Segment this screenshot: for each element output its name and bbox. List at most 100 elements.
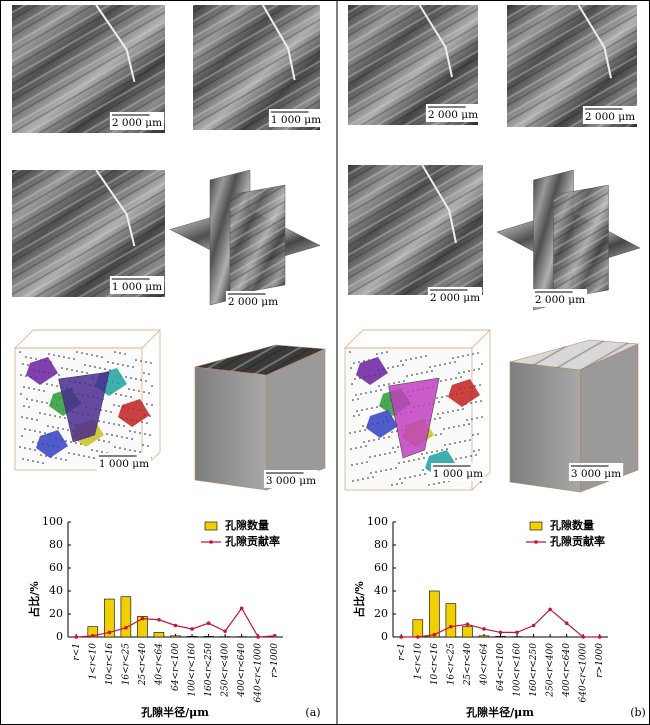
x-axis-label: 孔隙半径/μm xyxy=(466,705,534,719)
pore-dot xyxy=(464,440,466,442)
pore-dot xyxy=(375,471,377,473)
pore-dot xyxy=(469,439,471,441)
pore-dot xyxy=(353,362,355,364)
x-tick-label: 40<r<64 xyxy=(479,643,489,687)
pore-dot xyxy=(455,458,457,460)
pore-dot xyxy=(449,443,451,445)
line-marker xyxy=(482,627,486,631)
pore-dot xyxy=(142,444,144,446)
pore-dot xyxy=(122,364,124,366)
pore-dot xyxy=(53,354,55,356)
pore-dot xyxy=(370,391,372,393)
pore-dot xyxy=(21,435,23,437)
pore-dot xyxy=(144,433,146,435)
pore-dot xyxy=(426,371,428,373)
pore-dot xyxy=(21,416,23,418)
pore-dot xyxy=(106,433,108,435)
pore-dot xyxy=(376,353,378,355)
pore-dot xyxy=(472,353,474,355)
pore-dot xyxy=(398,381,400,383)
pore-dot xyxy=(431,370,433,372)
pore-dot xyxy=(116,435,118,437)
pore-dot xyxy=(480,400,482,402)
pore-dot xyxy=(439,364,441,366)
pore-dot xyxy=(373,439,375,441)
pore-cluster xyxy=(26,357,58,385)
pore-dot xyxy=(114,351,116,353)
bar xyxy=(104,598,115,638)
pore-dot xyxy=(151,385,153,387)
volume-box xyxy=(14,329,161,349)
pore-dot xyxy=(129,449,131,451)
fracture xyxy=(577,4,612,79)
pore-dot xyxy=(355,447,357,449)
pore-dot xyxy=(108,441,110,443)
line-marker xyxy=(399,635,404,639)
pore-dot xyxy=(368,440,370,442)
pore-dot xyxy=(357,398,359,400)
scale-bar-box xyxy=(427,287,483,305)
pore-dot xyxy=(441,449,443,451)
pore-dot xyxy=(395,467,397,469)
pore-dot xyxy=(44,413,46,415)
scale-bar-label: 3 000 μm xyxy=(266,475,316,487)
y-tick-label: 80 xyxy=(49,538,63,551)
pore-dot xyxy=(141,421,143,423)
pore-dot xyxy=(419,474,421,476)
pore-dot xyxy=(444,363,446,365)
pore-dot xyxy=(365,392,367,394)
x-tick-label: r<1 xyxy=(72,643,82,661)
y-tick-label: 60 xyxy=(49,561,63,574)
pore-dot xyxy=(465,456,467,458)
x-tick-label: 640<r<1000 xyxy=(254,643,264,703)
pore-dot xyxy=(421,372,423,374)
pore-dot xyxy=(358,414,360,416)
pore-dot xyxy=(48,353,50,355)
line-marker xyxy=(564,621,569,625)
scale-bar-box xyxy=(109,112,165,130)
line-marker xyxy=(449,624,453,629)
legend-swatch xyxy=(529,521,543,531)
pore-dot xyxy=(86,372,88,374)
bar xyxy=(429,590,440,638)
pore-dot xyxy=(88,456,90,458)
pore-dot xyxy=(94,366,96,368)
cube-texture xyxy=(510,340,638,370)
pore-dot xyxy=(458,425,460,427)
pore-dot xyxy=(29,429,31,431)
bar xyxy=(186,636,198,638)
slice-texture xyxy=(553,185,609,300)
x-tick-label: 25<r<40 xyxy=(463,643,473,687)
pore-dot xyxy=(383,437,385,439)
pore-dot xyxy=(391,431,393,433)
legend-label: 孔隙数量 xyxy=(225,518,269,532)
pore-dot xyxy=(35,358,37,360)
pore-dot xyxy=(149,434,151,436)
legend-label: 孔隙贡献率 xyxy=(225,534,280,548)
x-tick-label: 10<r<16 xyxy=(430,643,440,686)
pore-dot xyxy=(46,383,48,385)
pore-dot xyxy=(145,380,147,382)
pore-dot xyxy=(124,353,126,355)
pore-dot xyxy=(356,410,358,412)
pore-dot xyxy=(75,442,77,444)
pore-cluster xyxy=(366,410,398,438)
line-marker xyxy=(597,635,602,639)
bar xyxy=(445,603,457,638)
pore-dot xyxy=(99,367,101,369)
pore-dot xyxy=(56,385,58,387)
legend-label: 孔隙贡献率 xyxy=(550,534,605,548)
pore-dot xyxy=(105,410,107,412)
pore-dot xyxy=(43,390,45,392)
pore-dot xyxy=(115,393,117,395)
pore-dot xyxy=(458,372,460,374)
pore-dot xyxy=(86,353,88,355)
pore-dot xyxy=(30,357,32,359)
pore-dot xyxy=(466,419,468,421)
scale-bar-label: 1 000 μm xyxy=(99,458,149,470)
legend-marker xyxy=(534,540,538,544)
pore-dot xyxy=(63,356,65,358)
pore-dot xyxy=(393,382,395,384)
